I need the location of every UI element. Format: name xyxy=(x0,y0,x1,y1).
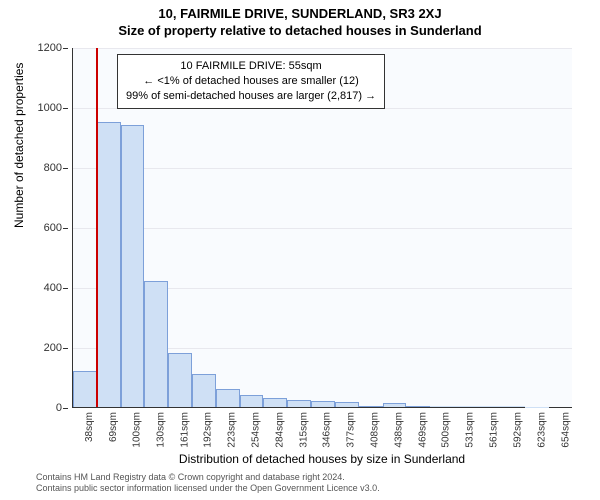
histogram-bar xyxy=(430,406,454,407)
x-tick-label: 315sqm xyxy=(298,412,309,448)
annotation-line: 99% of semi-detached houses are larger (… xyxy=(126,89,376,104)
x-tick-label: 161sqm xyxy=(179,412,190,448)
x-tick-label: 377sqm xyxy=(346,412,357,448)
x-tick-label: 592sqm xyxy=(512,412,523,448)
y-tick-label: 800 xyxy=(44,162,62,174)
attribution-footer: Contains HM Land Registry data © Crown c… xyxy=(36,472,380,495)
histogram-bar xyxy=(502,406,526,407)
x-tick-label: 254sqm xyxy=(251,412,262,448)
x-tick-label: 69sqm xyxy=(108,412,119,442)
x-axis: 38sqm 69sqm 100sqm 130sqm 161sqm 192sqm 223sqm… xyxy=(72,408,572,458)
annotation-box: 10 FAIRMILE DRIVE: 55sqm← <1% of detache… xyxy=(117,54,385,109)
y-tick-label: 1200 xyxy=(38,42,62,54)
histogram-bar xyxy=(121,125,145,407)
histogram-bar xyxy=(216,389,240,407)
histogram-bar xyxy=(359,406,383,408)
x-tick-label: 100sqm xyxy=(132,412,143,448)
y-tick-label: 1000 xyxy=(38,102,62,114)
x-tick-label: 438sqm xyxy=(393,412,404,448)
x-tick-label: 223sqm xyxy=(227,412,238,448)
histogram-bar xyxy=(97,122,121,407)
x-tick-label: 284sqm xyxy=(274,412,285,448)
x-tick-label: 192sqm xyxy=(203,412,214,448)
histogram-bar xyxy=(335,402,359,407)
histogram-bar xyxy=(478,406,502,407)
histogram-bar xyxy=(406,406,430,408)
y-tick-label: 0 xyxy=(56,402,62,414)
histogram-bar xyxy=(263,398,287,407)
annotation-line: 10 FAIRMILE DRIVE: 55sqm xyxy=(126,59,376,74)
chart-title-address: 10, FAIRMILE DRIVE, SUNDERLAND, SR3 2XJ xyxy=(0,0,600,21)
histogram-bar xyxy=(454,406,478,407)
footer-line-1: Contains HM Land Registry data © Crown c… xyxy=(36,472,380,483)
x-tick-label: 469sqm xyxy=(417,412,428,448)
histogram-bar xyxy=(144,281,168,407)
histogram-bar xyxy=(73,371,97,407)
chart-subtitle: Size of property relative to detached ho… xyxy=(0,21,600,38)
histogram-bar xyxy=(383,403,407,408)
x-tick-label: 531sqm xyxy=(465,412,476,448)
x-tick-label: 38sqm xyxy=(84,412,95,442)
annotation-line: ← <1% of detached houses are smaller (12… xyxy=(126,74,376,89)
histogram-bar xyxy=(168,353,192,407)
y-tick-label: 600 xyxy=(44,222,62,234)
y-tick-label: 400 xyxy=(44,282,62,294)
x-tick-label: 130sqm xyxy=(155,412,166,448)
histogram-bar xyxy=(311,401,335,407)
histogram-plot: 10 FAIRMILE DRIVE: 55sqm← <1% of detache… xyxy=(72,48,572,408)
histogram-bar xyxy=(240,395,264,407)
x-tick-label: 561sqm xyxy=(489,412,500,448)
histogram-bar xyxy=(287,400,311,408)
x-tick-label: 623sqm xyxy=(536,412,547,448)
x-tick-label: 654sqm xyxy=(560,412,571,448)
y-axis: 020040060080010001200 xyxy=(0,48,68,408)
x-tick-label: 346sqm xyxy=(322,412,333,448)
x-axis-label: Distribution of detached houses by size … xyxy=(72,452,572,466)
y-tick-label: 200 xyxy=(44,342,62,354)
property-marker-line xyxy=(96,48,98,407)
x-tick-label: 408sqm xyxy=(370,412,381,448)
footer-line-2: Contains public sector information licen… xyxy=(36,483,380,494)
x-tick-label: 500sqm xyxy=(441,412,452,448)
histogram-bar xyxy=(192,374,216,407)
